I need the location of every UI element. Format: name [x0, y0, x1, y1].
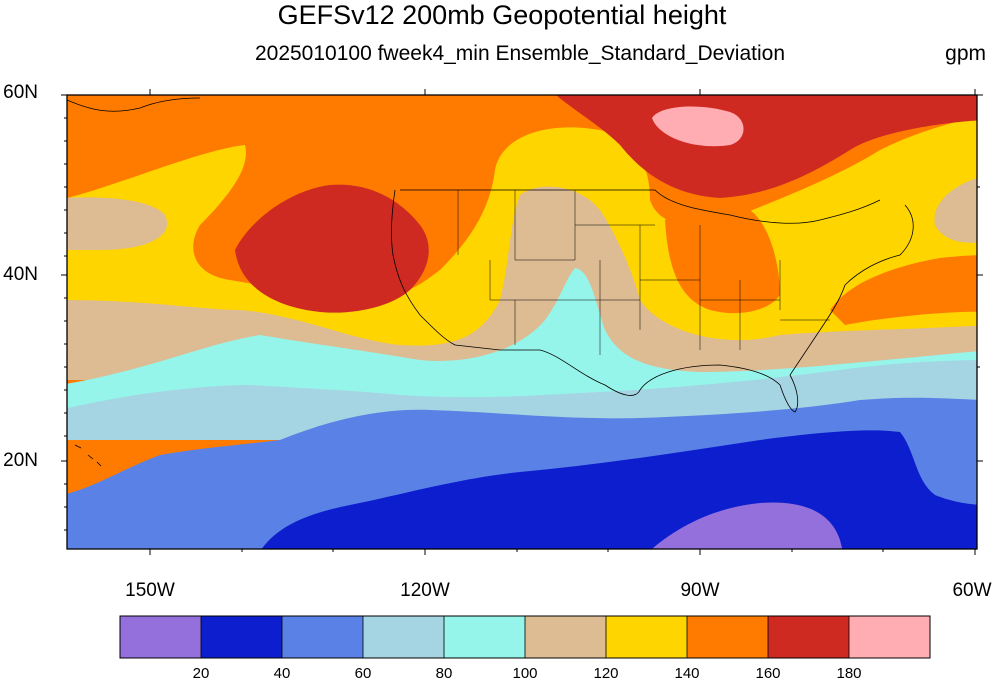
colorbar-swatch-4	[363, 616, 444, 658]
band-160-180-west	[235, 184, 429, 313]
colorbar-swatch-6	[525, 616, 606, 658]
colorbar-swatch-10	[849, 616, 930, 658]
colorbar-label-180: 180	[836, 665, 862, 682]
map-subtitle: 2025010100 fweek4_min Ensemble_Standard_…	[254, 42, 786, 65]
contour-fill-layer	[67, 95, 977, 549]
colorbar-label-40: 40	[273, 665, 291, 682]
band-100-120-east	[934, 178, 977, 243]
orange-arc	[392, 125, 470, 160]
hawaii-islands	[74, 444, 102, 467]
colorbar-label-140: 140	[674, 665, 700, 682]
lon-label-150w: 150W	[125, 580, 175, 601]
west-coast-line	[391, 189, 456, 346]
colorbar-swatch-9	[768, 616, 849, 658]
band-100-120-west	[67, 197, 168, 251]
lon-label-60w: 60W	[952, 580, 992, 601]
lat-label-20n: 20N	[3, 450, 38, 471]
gulf-coast-line	[539, 204, 914, 413]
colorbar-label-160: 160	[755, 665, 781, 682]
colorbar-dividers	[200, 616, 850, 658]
border-us-canada	[400, 189, 881, 224]
border-us-mexico	[454, 344, 540, 351]
colorbar-swatch-2	[201, 616, 282, 658]
colorbar-label-120: 120	[593, 665, 619, 682]
lat-label-40n: 40N	[3, 264, 38, 285]
colorbar-swatch-5	[444, 616, 525, 658]
colorbar-label-60: 60	[354, 665, 372, 682]
colorbar	[119, 615, 931, 659]
axis-ticks	[61, 89, 983, 555]
lon-label-120w: 120W	[400, 580, 450, 601]
state-lines-layer	[457, 190, 830, 355]
band-100-120	[67, 186, 977, 380]
colorbar-label-80: 80	[435, 665, 453, 682]
colorbar-label-20: 20	[192, 665, 210, 682]
alaska-coast	[67, 97, 201, 112]
colorbar-swatch-3	[282, 616, 363, 658]
band-180-plus	[652, 106, 744, 147]
units-label: gpm	[945, 42, 986, 65]
lon-label-90w: 90W	[680, 580, 720, 601]
colorbar-label-100: 100	[512, 665, 538, 682]
colorbar-swatch-8	[687, 616, 768, 658]
band-0-20	[651, 502, 843, 549]
lat-label-60n: 60N	[3, 82, 38, 103]
coastline-layer	[67, 97, 914, 467]
orange-great-lakes	[665, 204, 780, 314]
colorbar-swatch-1	[120, 616, 201, 658]
map-frame	[66, 94, 978, 550]
map-title: GEFSv12 200mb Geopotential height	[277, 0, 727, 30]
colorbar-swatch-7	[606, 616, 687, 658]
orange-lobe-east	[830, 255, 977, 325]
